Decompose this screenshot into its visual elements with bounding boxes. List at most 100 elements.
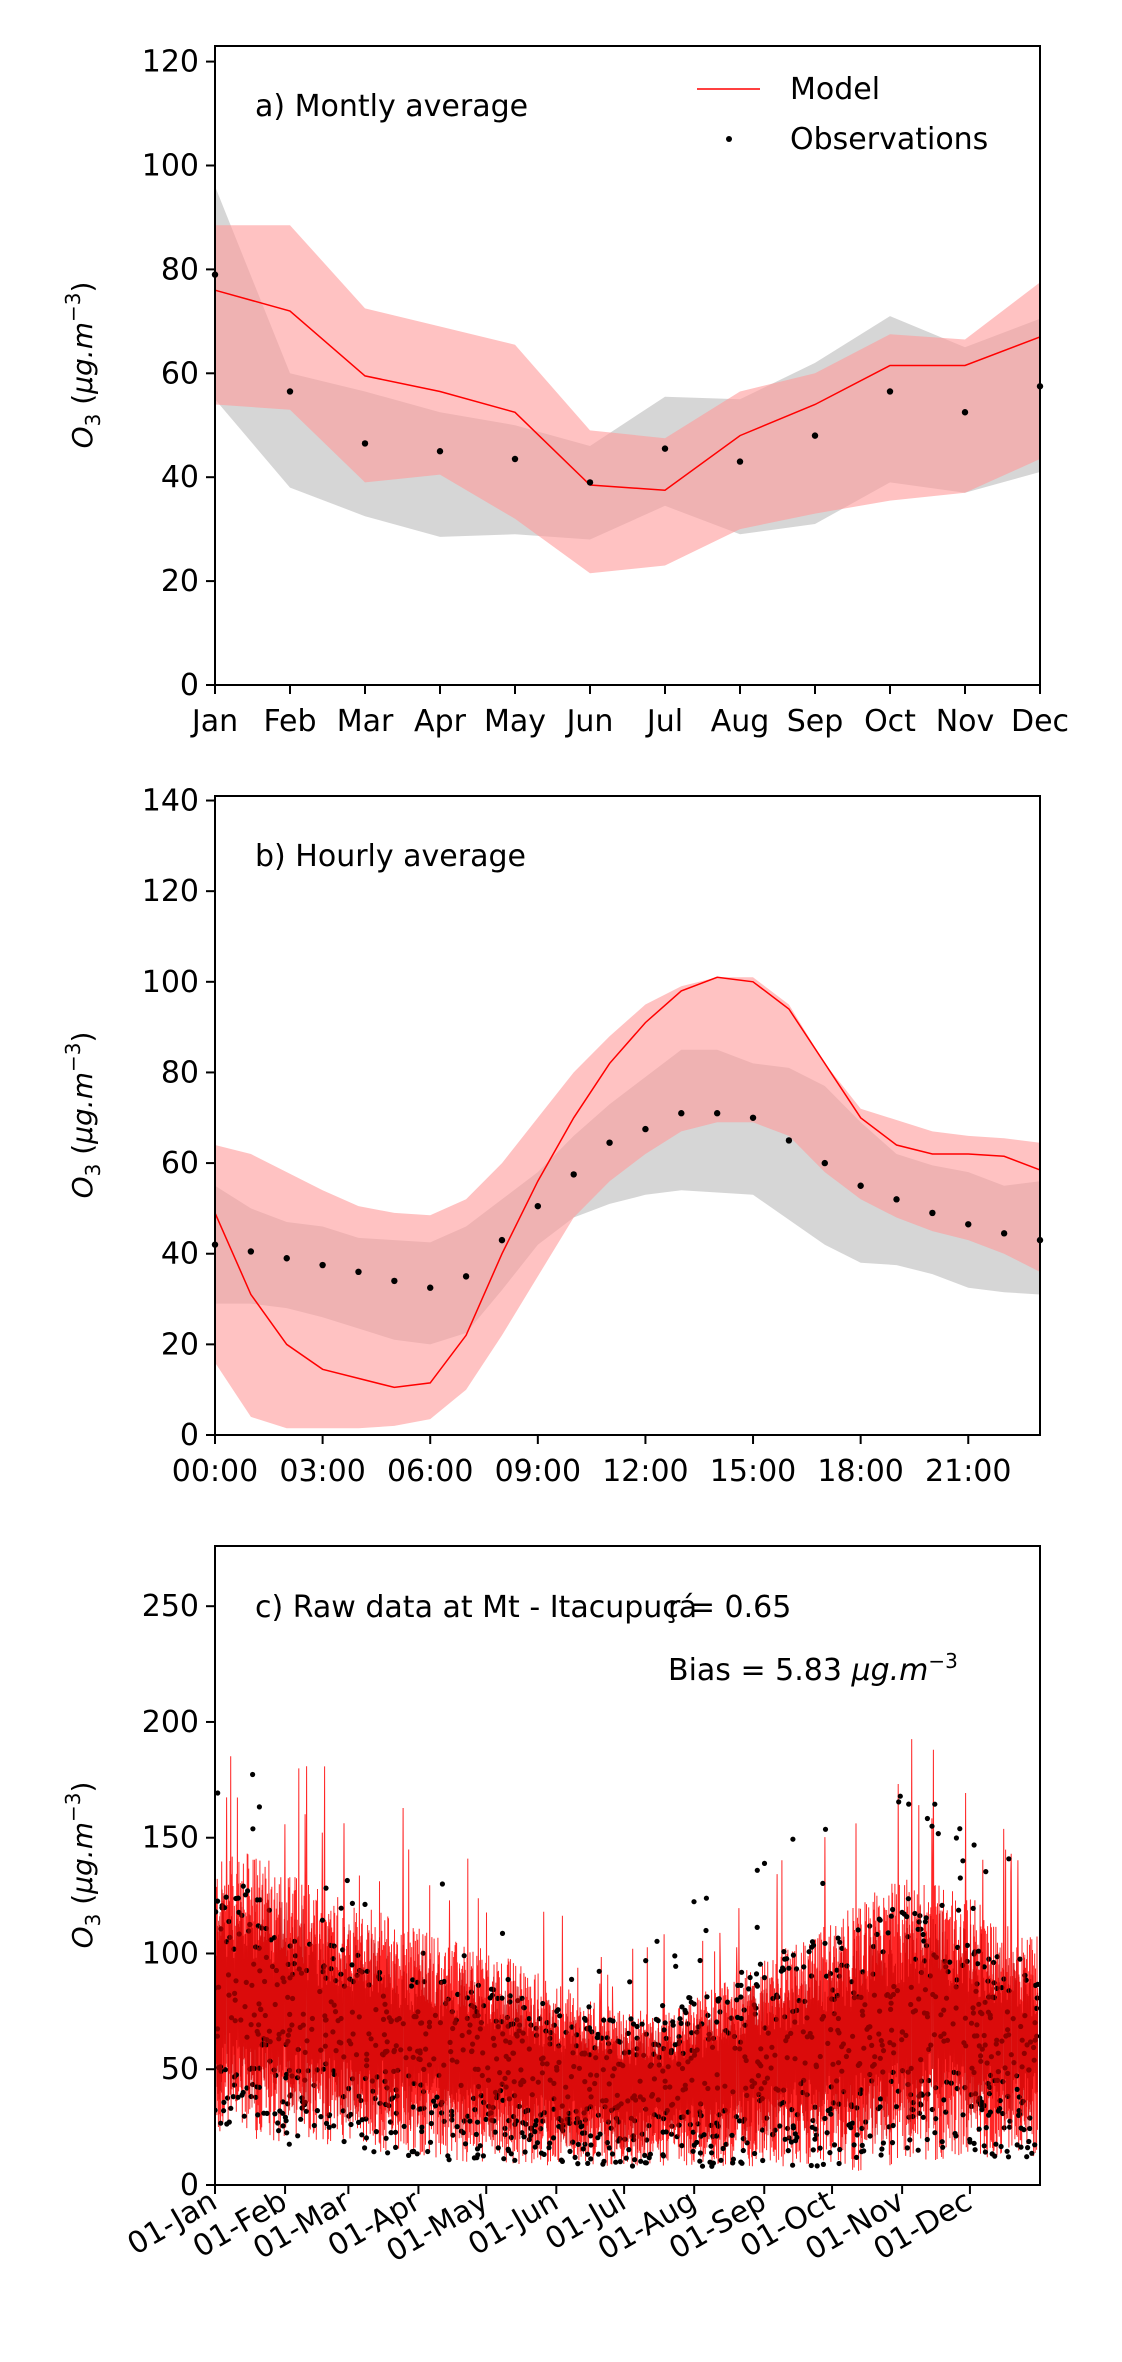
raw-observation-point [414,2151,420,2157]
raw-observation-point [538,2150,545,2156]
raw-observation-point [630,2021,637,2027]
monthly-observation-point [511,455,519,463]
hourly-panel-label: b) Hourly average [255,839,526,874]
hourly-observation-point [1000,1230,1008,1237]
hourly-plot-area [211,976,1044,1429]
raw-observation-point [825,2107,831,2114]
raw-observation-point [660,2003,666,2009]
raw-observation-point [828,2111,834,2117]
raw-observation-point [473,2131,479,2137]
raw-observation-point [311,2122,317,2129]
raw-observation-point [467,2118,473,2124]
raw-observation-point [939,1902,945,1908]
raw-observation-point [632,2157,638,2163]
raw-observation-point [474,2119,481,2125]
raw-observation-point [760,2157,766,2164]
raw-observation-point [691,2001,697,2007]
hourly-xtick-label: 18:00 [817,1454,903,1489]
raw-observation-point [890,2122,896,2129]
raw-observation-point [730,2156,737,2162]
raw-observation-point [385,2150,391,2156]
raw-observation-point [746,1986,752,1992]
raw-observation-point [785,2148,791,2154]
raw-observation-point [729,2132,735,2138]
raw-observation-point [855,1927,861,1933]
raw-observation-point [849,2120,856,2126]
raw-observation-point [953,1835,960,1841]
hourly-ytick-label: 40 [161,1237,199,1272]
legend-observations-swatch [726,136,732,142]
raw-observation-point [406,2152,412,2158]
raw-observation-point [905,1896,912,1902]
raw-observation-point [344,1877,350,1884]
raw-observation-point [889,2140,896,2146]
raw-observation-point [788,2139,795,2145]
raw-observation-point [753,1982,760,1988]
raw-observation-point [431,2098,437,2104]
raw-observation-point [792,2131,798,2137]
raw-observation-point [298,2116,304,2122]
monthly-observation-point [586,479,594,486]
raw-observation-point [915,2147,921,2153]
raw-observation-point [331,1943,337,1949]
raw-observation-point [691,1899,697,1905]
raw-observation-point [439,1881,445,1887]
raw-observation-point [1018,2144,1024,2150]
raw-observation-point [740,2147,746,2154]
hourly-xtick-label: 09:00 [495,1454,581,1489]
raw-observation-point [588,2142,594,2148]
raw-observation-point [754,1924,760,1930]
raw-observation-point [981,2143,987,2149]
monthly-xtick-label: May [484,704,546,739]
raw-observation-point [976,2126,982,2132]
raw-observation-point [314,2108,320,2114]
hourly-observation-point [893,1196,900,1203]
raw-observation-point [761,1860,768,1866]
raw-observation-point [223,1894,229,1900]
raw-observation-point [224,2121,230,2127]
raw-observation-point [461,1953,467,1959]
raw-observation-point [703,1927,709,1934]
raw-observation-point [419,2128,425,2135]
raw-observation-point [654,1938,660,1944]
raw-observation-point [738,1982,744,1988]
raw-observation-point [558,2157,565,2163]
raw-observation-point [890,1906,896,1913]
raw-observation-point [971,2140,977,2146]
raw-observation-point [519,2130,525,2136]
hourly-observation-point [355,1268,362,1276]
raw-observation-point [609,2151,616,2157]
raw-observation-point [1024,2154,1030,2160]
monthly-ytick-label: 0 [180,668,199,703]
raw-observation-point [449,2108,455,2114]
raw-observation-point [528,2132,534,2138]
raw-bias-unit: μg.m [850,1653,928,1688]
raw-observation-point [586,2004,592,2010]
raw-observation-point [626,2147,632,2153]
raw-observation-point [761,1975,768,1981]
raw-observation-point [820,2161,827,2167]
raw-observation-point [941,2097,947,2103]
raw-observation-point [454,2124,460,2130]
legend-observations-label: Observations [790,122,988,157]
raw-observation-point [754,1867,760,1873]
raw-observation-point [957,1826,963,1832]
raw-observation-point [600,2161,606,2167]
raw-observation-point [661,2027,667,2033]
raw-observation-point [853,2154,860,2160]
raw-observation-point [673,1963,679,1969]
raw-observation-point [508,2134,514,2141]
hourly-xtick-label: 00:00 [172,1454,258,1489]
raw-observation-point [534,2140,541,2146]
raw-observation-point [256,1804,262,1810]
raw-observation-point [221,2108,227,2114]
raw-observation-point [859,2142,865,2148]
raw-observation-point [610,2018,616,2024]
raw-observation-point [880,2140,887,2146]
monthly-ytick-label: 60 [161,356,199,391]
raw-observation-point [569,1976,575,1982]
raw-observation-point [827,2150,833,2156]
raw-observation-point [1027,2115,1033,2121]
hourly-xtick-label: 03:00 [279,1454,365,1489]
